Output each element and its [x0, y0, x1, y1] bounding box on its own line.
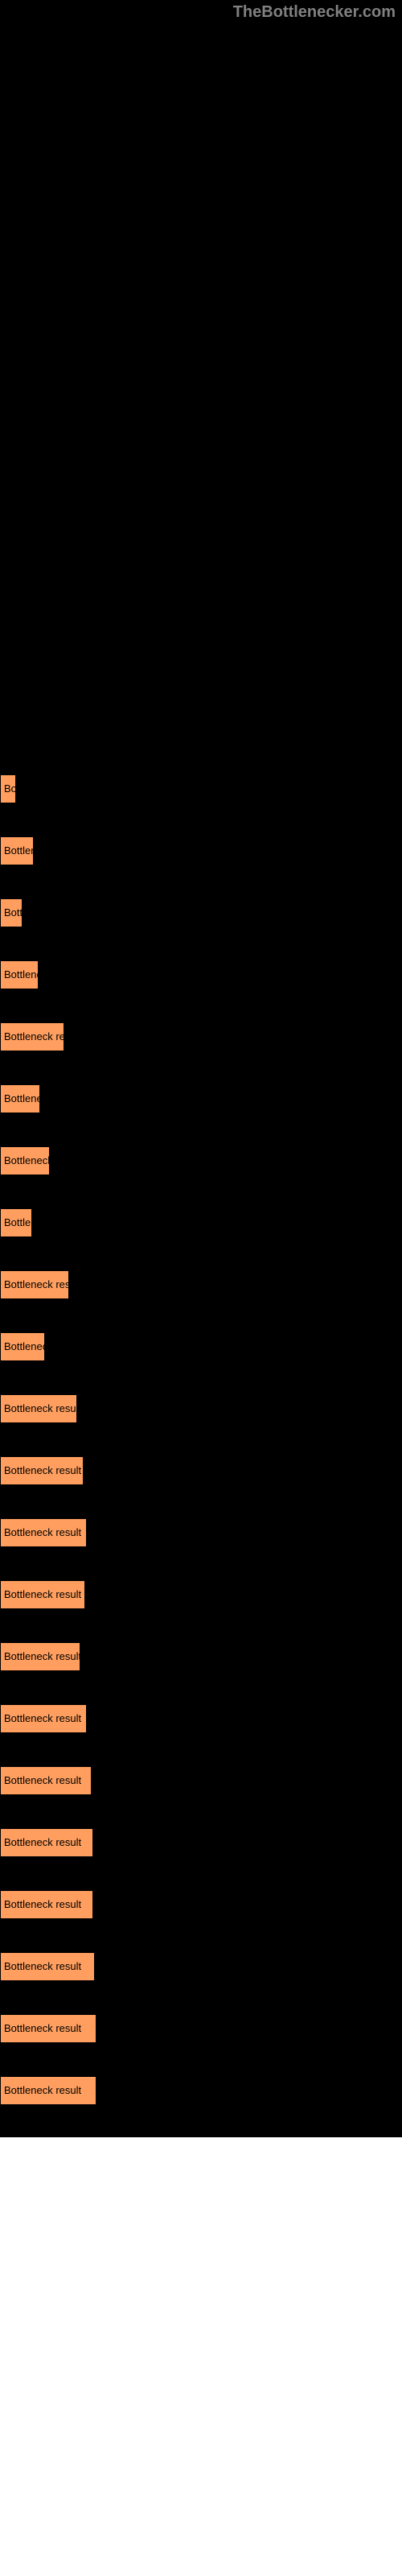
bar-label: Bottleneck result — [4, 1836, 81, 1848]
bar-label: Bottleneck result — [4, 1526, 81, 1538]
bar-row: Bottleneck result — [0, 1067, 402, 1129]
bar-label: Bottleneck result — [4, 968, 39, 980]
bar-fill: Bottleneck result — [0, 1270, 69, 1299]
bar-fill: Bottleneck result — [0, 1208, 32, 1237]
bar-label: Bottleneck result — [4, 2022, 81, 2034]
bar-label: Bottleneck result — [4, 1712, 81, 1724]
bar-row: Bottleneck result — [0, 1315, 402, 1377]
bar-fill: Bottleneck result — [0, 1642, 80, 1671]
bar-label: Bottleneck result — [4, 1278, 69, 1290]
watermark-text: TheBottlenecker.com — [233, 3, 396, 21]
bar-label: Bottleneck result — [4, 1960, 81, 1972]
bar-row: Bottleneck result — [0, 1563, 402, 1625]
bar-fill: Bottleneck result — [0, 1828, 93, 1857]
bar-label: Bottleneck result — [4, 1402, 77, 1414]
bar-fill: Bottleneck result — [0, 1146, 50, 1175]
bar-row: Bottleneck result — [0, 1129, 402, 1191]
bar-fill: Bottleneck result — [0, 2014, 96, 2043]
bar-fill: Bottleneck result — [0, 898, 23, 927]
bar-label: Bottleneck result — [4, 1588, 81, 1600]
bar-label: Bottleneck result — [4, 2084, 81, 2096]
bar-row: Bottleneck result — [0, 1749, 402, 1811]
bar-label: Bottleneck result — [4, 1340, 45, 1352]
bar-fill: Bottleneck result — [0, 1084, 40, 1113]
bar-row: Bottleneck result — [0, 758, 402, 819]
bar-label: Bottleneck result — [4, 1464, 81, 1476]
bar-row: Bottleneck result — [0, 819, 402, 881]
bar-row: Bottleneck result — [0, 1005, 402, 1067]
bar-row: Bottleneck result — [0, 1687, 402, 1749]
bar-label: Bottleneck result — [4, 906, 23, 919]
header: TheBottlenecker.com — [0, 0, 402, 25]
bar-fill: Bottleneck result — [0, 1518, 87, 1547]
bar-row: Bottleneck result — [0, 943, 402, 1005]
bar-row: Bottleneck result — [0, 881, 402, 943]
bar-label: Bottleneck result — [4, 1774, 81, 1786]
bar-fill: Bottleneck result — [0, 1456, 84, 1485]
bar-row: Bottleneck result — [0, 1997, 402, 2059]
bar-fill: Bottleneck result — [0, 1952, 95, 1981]
bar-label: Bottleneck result — [4, 1650, 80, 1662]
bar-label: Bottleneck result — [4, 1898, 81, 1910]
bar-label: Bottleneck result — [4, 1216, 32, 1228]
bar-label: Bottleneck result — [4, 1030, 64, 1042]
bar-fill: Bottleneck result — [0, 2076, 96, 2105]
bar-row: Bottleneck result — [0, 1377, 402, 1439]
bar-row: Bottleneck result — [0, 2059, 402, 2121]
bar-fill: Bottleneck result — [0, 1890, 93, 1919]
bar-fill: Bottleneck result — [0, 774, 16, 803]
bar-fill: Bottleneck result — [0, 1394, 77, 1423]
bar-fill: Bottleneck result — [0, 1704, 87, 1733]
bar-row: Bottleneck result — [0, 1811, 402, 1873]
bar-fill: Bottleneck result — [0, 1332, 45, 1361]
bar-fill: Bottleneck result — [0, 836, 34, 865]
bar-row: Bottleneck result — [0, 1501, 402, 1563]
bar-label: Bottleneck result — [4, 782, 16, 795]
bar-row: Bottleneck result — [0, 1191, 402, 1253]
bar-fill: Bottleneck result — [0, 1580, 85, 1609]
bar-row: Bottleneck result — [0, 1253, 402, 1315]
bar-row: Bottleneck result — [0, 1625, 402, 1687]
bar-chart: Bottleneck result Bottleneck result Bottle… — [0, 25, 402, 2137]
bar-label: Bottleneck result — [4, 1092, 40, 1104]
bar-fill: Bottleneck result — [0, 960, 39, 989]
bar-fill: Bottleneck result — [0, 1022, 64, 1051]
bar-label: Bottleneck result — [4, 844, 34, 857]
bar-label: Bottleneck result — [4, 1154, 50, 1166]
bar-fill: Bottleneck result — [0, 1766, 92, 1795]
bar-row: Bottleneck result — [0, 1439, 402, 1501]
bar-row: Bottleneck result — [0, 1935, 402, 1997]
bar-row: Bottleneck result — [0, 1873, 402, 1935]
